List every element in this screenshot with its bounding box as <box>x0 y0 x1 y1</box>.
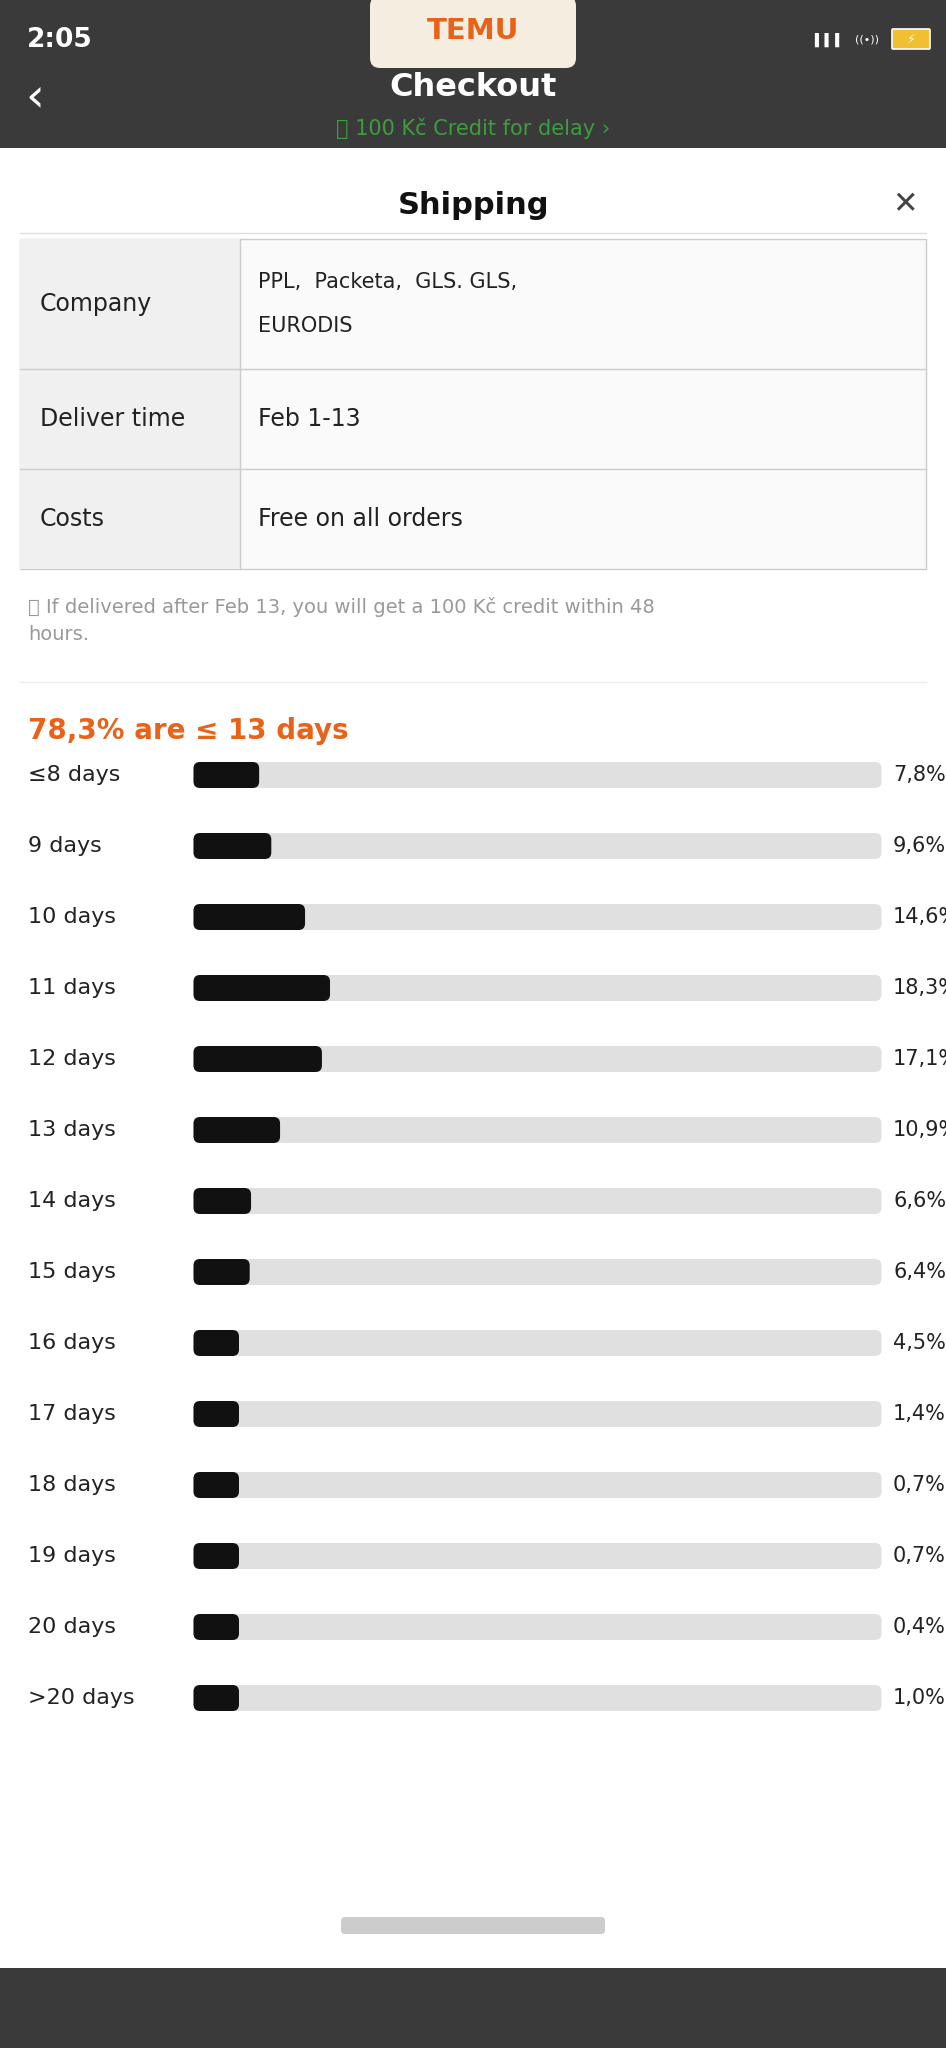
FancyBboxPatch shape <box>194 1188 251 1214</box>
FancyBboxPatch shape <box>194 1542 239 1569</box>
Text: ⚡: ⚡ <box>906 33 916 45</box>
FancyBboxPatch shape <box>194 1542 882 1569</box>
Bar <box>20 240 240 369</box>
FancyBboxPatch shape <box>194 1614 882 1640</box>
Text: 13 days: 13 days <box>28 1120 115 1141</box>
FancyBboxPatch shape <box>194 903 305 930</box>
Text: Free on all orders: Free on all orders <box>258 508 463 530</box>
Bar <box>0 1909 946 1948</box>
Text: 16 days: 16 days <box>28 1333 115 1354</box>
Text: Feb 1-13: Feb 1-13 <box>258 408 360 430</box>
Text: 6,6%: 6,6% <box>893 1192 946 1210</box>
Text: 11 days: 11 days <box>28 979 115 997</box>
Text: 9 days: 9 days <box>28 836 102 856</box>
Text: 2:05: 2:05 <box>27 27 93 53</box>
FancyBboxPatch shape <box>194 1473 882 1497</box>
FancyBboxPatch shape <box>341 1917 605 1933</box>
FancyBboxPatch shape <box>194 1614 239 1640</box>
FancyBboxPatch shape <box>194 834 882 858</box>
FancyBboxPatch shape <box>194 1188 882 1214</box>
FancyBboxPatch shape <box>194 1401 239 1427</box>
Text: 18 days: 18 days <box>28 1475 115 1495</box>
Text: 0,4%: 0,4% <box>893 1618 946 1636</box>
FancyBboxPatch shape <box>194 762 259 788</box>
Text: ✕: ✕ <box>892 190 918 219</box>
FancyBboxPatch shape <box>20 240 926 569</box>
FancyBboxPatch shape <box>194 762 882 788</box>
Text: Deliver time: Deliver time <box>40 408 185 430</box>
FancyBboxPatch shape <box>194 1686 239 1710</box>
Text: 17 days: 17 days <box>28 1405 115 1423</box>
FancyBboxPatch shape <box>194 1686 882 1710</box>
FancyBboxPatch shape <box>194 834 272 858</box>
Text: >20 days: >20 days <box>28 1688 134 1708</box>
FancyBboxPatch shape <box>194 1329 882 1356</box>
Text: Costs: Costs <box>40 508 105 530</box>
Text: ▍▍▍: ▍▍▍ <box>815 33 846 47</box>
Text: 14,6%: 14,6% <box>893 907 946 928</box>
Text: ⓘ If delivered after Feb 13, you will get a 100 Kč credit within 48
hours.: ⓘ If delivered after Feb 13, you will ge… <box>28 598 655 643</box>
Text: 10,9%: 10,9% <box>893 1120 946 1141</box>
Text: 17,1%: 17,1% <box>893 1049 946 1069</box>
FancyBboxPatch shape <box>194 1047 322 1071</box>
Text: 10 days: 10 days <box>28 907 116 928</box>
FancyBboxPatch shape <box>194 1116 882 1143</box>
FancyBboxPatch shape <box>194 1047 882 1071</box>
Text: 1,4%: 1,4% <box>893 1405 946 1423</box>
FancyBboxPatch shape <box>194 1401 882 1427</box>
Text: 📦 100 Kč Credit for delay ›: 📦 100 Kč Credit for delay › <box>336 117 610 139</box>
FancyBboxPatch shape <box>194 903 882 930</box>
Text: 0,7%: 0,7% <box>893 1475 946 1495</box>
Text: 19 days: 19 days <box>28 1546 115 1567</box>
Text: 20 days: 20 days <box>28 1618 116 1636</box>
Text: 78,3% are ≤ 13 days: 78,3% are ≤ 13 days <box>28 717 349 745</box>
Text: 14 days: 14 days <box>28 1192 115 1210</box>
FancyBboxPatch shape <box>0 147 946 1968</box>
FancyBboxPatch shape <box>194 1116 280 1143</box>
Bar <box>20 369 240 469</box>
Text: 18,3%: 18,3% <box>893 979 946 997</box>
Text: 0,7%: 0,7% <box>893 1546 946 1567</box>
FancyBboxPatch shape <box>194 975 882 1001</box>
Text: EURODIS: EURODIS <box>258 315 353 336</box>
FancyBboxPatch shape <box>194 975 330 1001</box>
Text: PPL,  Packeta,  GLS. GLS,: PPL, Packeta, GLS. GLS, <box>258 272 517 293</box>
Text: ((•)): ((•)) <box>855 35 879 45</box>
Text: Checkout: Checkout <box>390 72 556 104</box>
Text: ‹: ‹ <box>26 76 44 121</box>
Text: ≤8 days: ≤8 days <box>28 766 120 784</box>
Text: 12 days: 12 days <box>28 1049 115 1069</box>
Text: TEMU: TEMU <box>427 16 519 45</box>
Text: 1,0%: 1,0% <box>893 1688 946 1708</box>
FancyBboxPatch shape <box>892 29 930 49</box>
Text: Company: Company <box>40 293 152 315</box>
FancyBboxPatch shape <box>194 1260 882 1284</box>
Text: 9,6%: 9,6% <box>893 836 946 856</box>
Text: 7,8%: 7,8% <box>893 766 946 784</box>
FancyBboxPatch shape <box>194 1473 239 1497</box>
Bar <box>20 469 240 569</box>
FancyBboxPatch shape <box>370 0 576 68</box>
Text: 6,4%: 6,4% <box>893 1262 946 1282</box>
FancyBboxPatch shape <box>194 1329 239 1356</box>
Text: 15 days: 15 days <box>28 1262 116 1282</box>
Text: 4,5%: 4,5% <box>893 1333 946 1354</box>
FancyBboxPatch shape <box>194 1260 250 1284</box>
Text: Shipping: Shipping <box>397 190 549 219</box>
